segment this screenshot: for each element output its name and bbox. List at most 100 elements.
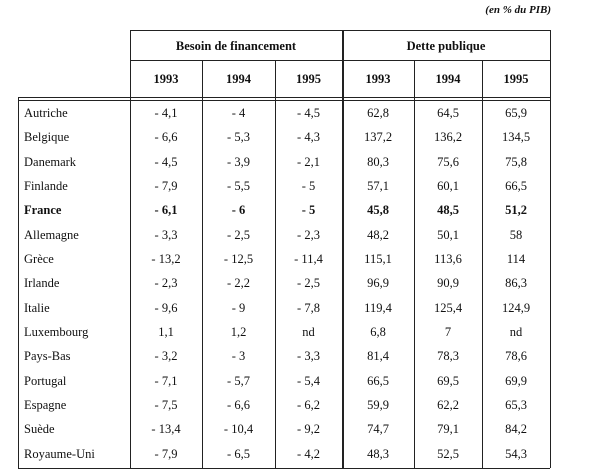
cell: 58 [509,227,523,242]
cell: - 6 [231,203,246,218]
cell: 62,8 [367,106,389,120]
cell: 64,5 [437,106,459,120]
cell: - 4,3 [297,130,320,145]
cell: 7 [444,325,452,339]
cell: 50,1 [437,227,459,242]
cell: - 5,3 [227,130,250,145]
cell: 119,4 [364,300,392,315]
cell: - 5 [301,179,316,193]
cell: 81,4 [367,349,389,364]
column-header: 1994 [435,72,461,86]
cell: - 4 [231,106,246,120]
country: Royaume-Uni [24,446,95,461]
border [202,60,203,468]
border [18,97,19,468]
country: Pays-Bas [24,349,71,364]
cell: 74,7 [367,422,389,437]
cell: - 9,2 [297,422,320,437]
cell: 136,2 [433,130,463,145]
cell: 69,5 [437,373,459,388]
cell: - 6,6 [227,398,250,412]
cell: 66,5 [367,373,389,388]
cell: 45,8 [367,203,389,218]
cell: - 4,5 [154,154,178,169]
cell: - 4,5 [297,106,320,120]
country: Grèce [24,252,54,266]
cell: 6,8 [370,325,386,339]
cell: - 6,2 [297,398,320,412]
country: Luxembourg [24,325,89,339]
cell: - 3,3 [154,227,178,242]
border [342,30,344,468]
country: Allemagne [24,227,79,242]
cell: 48,2 [367,227,389,242]
cell: - 5,7 [227,373,250,388]
column-header: 1995 [503,72,529,86]
cell: 90,9 [437,276,459,291]
cell: 114 [506,252,526,266]
cell: - 4,2 [297,446,320,461]
cell: 80,3 [367,154,389,169]
column-header: 1995 [296,72,321,86]
cell: - 2,1 [297,154,320,169]
cell: 75,8 [505,154,527,169]
cell: - 11,4 [294,252,323,266]
border [275,60,276,468]
cell: 65,3 [505,398,527,412]
country: Irlande [24,276,60,291]
cell: - 7,1 [154,373,178,388]
cell: 113,6 [434,252,462,266]
group-header: Besoin de financement [175,39,297,53]
country: France [24,203,62,218]
cell: 96,9 [367,276,389,291]
border [130,30,131,468]
country: Belgique [24,130,70,145]
cell: 78,6 [505,349,527,364]
cell: - 5,4 [297,373,320,388]
cell: 57,1 [367,179,389,193]
border [482,60,483,468]
cell: 124,9 [501,300,531,315]
cell: - 5,5 [227,179,250,193]
border [18,97,550,98]
cell: 69,9 [505,373,527,388]
country: Italie [24,300,50,315]
cell: 134,5 [501,130,531,145]
column-header: 1994 [226,72,251,86]
cell: nd [302,325,315,339]
cell: - 9 [231,300,246,315]
cell: - 2,5 [297,276,320,291]
cell: - 3,2 [154,349,178,364]
cell: 60,1 [437,179,459,193]
cell: - 7,8 [297,300,320,315]
cell: 62,2 [437,398,459,412]
cell: - 2,3 [297,227,320,242]
cell: 84,2 [505,422,527,437]
country: Portugal [24,373,67,388]
cell: 78,3 [437,349,459,364]
cell: - 2,5 [227,227,250,242]
cell: - 9,6 [154,300,178,315]
border [18,100,550,101]
border [130,30,550,31]
unit-note: (en % du PIB) [485,4,551,16]
cell: - 7,5 [154,398,178,412]
column-header: 1993 [153,72,179,86]
cell: - 6,5 [227,446,250,461]
column-header: 1993 [365,72,391,86]
country: Espagne [24,398,67,412]
cell: - 5 [301,203,316,218]
border [550,30,551,468]
cell: 137,2 [363,130,393,145]
country: Suède [24,422,55,437]
cell: 125,4 [433,300,463,315]
cell: - 4,1 [154,106,178,120]
cell: - 2,2 [227,276,250,291]
cell: 65,9 [505,106,527,120]
border [414,60,415,468]
cell: - 12,5 [223,252,254,266]
cell: 48,5 [437,203,459,218]
cell: 75,6 [437,154,459,169]
cell: 51,2 [505,203,527,218]
